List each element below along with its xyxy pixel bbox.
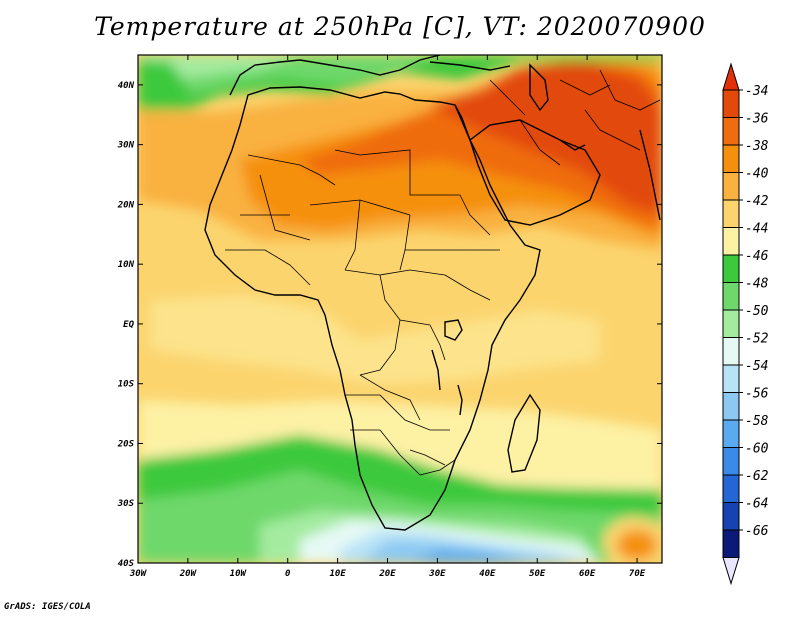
colorbar-swatch <box>722 364 740 393</box>
colorbar-swatch <box>722 419 740 448</box>
lon-label: 10E <box>329 569 346 579</box>
lat-label: 40N <box>118 81 135 91</box>
colorbar-swatch <box>722 144 740 173</box>
colorbar-swatch <box>722 529 740 558</box>
colorbar-label: -44 <box>745 222 768 237</box>
colorbar-under-arrow <box>722 557 740 586</box>
colorbar-swatch <box>722 254 740 283</box>
longitude-axis: 30W 20W 10W 0 10E 20E 30E 40E 50E 60E 70E <box>129 55 646 579</box>
plot-frame <box>137 54 663 564</box>
lat-label: 40S <box>118 559 135 569</box>
lat-label: 30S <box>117 499 135 509</box>
colorbar-label: -54 <box>745 359 768 374</box>
colorbar-label: -46 <box>745 249 769 264</box>
colorbar-swatch <box>722 392 740 421</box>
latitude-axis: 40N 30N 20N 10N EQ 10S 20S 30S 40S <box>117 81 662 569</box>
lon-label: 60E <box>579 569 596 579</box>
colorbar-swatch <box>722 447 740 476</box>
country-borders <box>225 69 661 476</box>
colorbar-swatch <box>722 309 740 338</box>
colorbar-label: -48 <box>745 277 769 292</box>
colorbar-label: -58 <box>745 414 769 429</box>
colorbar-swatch <box>722 474 740 503</box>
colorbar-label: -62 <box>745 469 769 484</box>
colorbar-label: -52 <box>745 332 769 347</box>
colorbar-label: -40 <box>745 167 769 182</box>
lon-label: 20E <box>378 569 396 579</box>
colorbar-over-arrow <box>722 62 740 91</box>
lat-label: 20N <box>117 200 135 210</box>
colorbar-swatch <box>722 502 740 531</box>
colorbar-label: -56 <box>745 387 769 402</box>
colorbar-swatch <box>722 227 740 256</box>
lon-label: 30E <box>428 569 446 579</box>
lat-label: 10S <box>118 380 135 390</box>
lat-label: EQ <box>123 320 134 330</box>
colorbar-label: -42 <box>745 194 769 209</box>
lat-label: 10N <box>118 260 135 270</box>
lat-label: 20S <box>117 439 135 449</box>
colorbar-swatch <box>722 199 740 228</box>
colorbar-label: -34 <box>745 84 768 99</box>
lon-label: 50E <box>529 569 546 579</box>
lon-label: 40E <box>479 569 496 579</box>
colorbar-swatch <box>722 117 740 146</box>
colorbar-label: -64 <box>745 497 768 512</box>
lon-label: 30W <box>129 569 148 579</box>
colorbar-swatch <box>722 172 740 201</box>
temperature-field <box>138 55 662 563</box>
footer-credit: GrADS: IGES/COLA <box>4 602 91 612</box>
colorbar-label: -66 <box>745 524 769 539</box>
lat-label: 30N <box>117 141 135 151</box>
colorbar-swatch <box>722 337 740 366</box>
lon-label: 0 <box>285 569 291 579</box>
colorbar-label: -38 <box>745 139 769 154</box>
colorbar-label: -60 <box>745 442 769 457</box>
lon-label: 10W <box>230 569 248 579</box>
colorbar-label: -36 <box>745 112 769 127</box>
colorbar-swatch <box>722 89 740 118</box>
map-title: Temperature at 250hPa [C], VT: 202007090… <box>94 12 706 41</box>
colorbar-swatch <box>722 282 740 311</box>
colorbar: -34 -36 -38 -40 -42 -44 -46 -48 -50 -52 -54 -56 -58 -… <box>722 62 769 586</box>
lon-label: 20W <box>179 569 198 579</box>
colorbar-label: -50 <box>745 304 769 319</box>
lon-label: 70E <box>629 569 646 579</box>
